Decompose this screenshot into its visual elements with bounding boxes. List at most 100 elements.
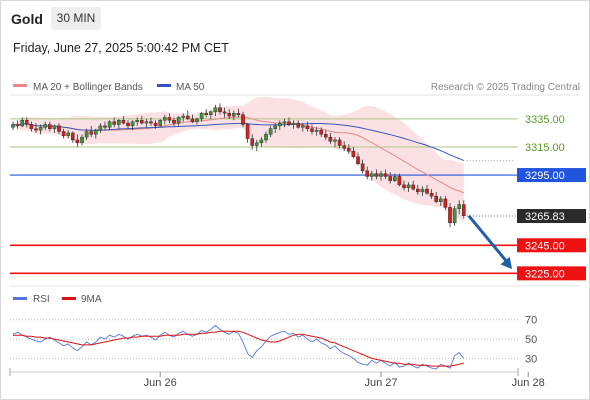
candle-body <box>416 188 420 193</box>
candle-body <box>112 121 116 125</box>
rsi-legend: RSI 9MA <box>13 294 102 305</box>
x-tick-label: Jun 26 <box>144 377 177 389</box>
candle-body <box>305 125 310 129</box>
pivot-label-box <box>517 168 586 183</box>
candle-body <box>139 120 144 124</box>
candle <box>416 184 420 195</box>
candle-body <box>282 121 287 124</box>
rsi-legend-label: RSI <box>33 294 50 305</box>
ma9-legend-label: 9MA <box>81 294 102 305</box>
candle-body <box>273 125 278 129</box>
candle <box>245 123 250 143</box>
candle-body <box>135 120 140 122</box>
last-price-label: 3265.83 <box>525 211 565 223</box>
candle <box>250 134 255 150</box>
candle-body <box>379 173 383 177</box>
candle-body <box>356 156 360 165</box>
candle-body <box>411 184 416 190</box>
candle <box>48 121 52 132</box>
candle-body <box>452 208 457 224</box>
candle <box>301 123 305 132</box>
candle <box>406 182 411 192</box>
candle-body <box>11 124 15 128</box>
rsi-swatch <box>13 297 27 300</box>
x-tick-label: Jun 28 <box>512 377 545 389</box>
candle <box>11 121 15 131</box>
candle <box>393 173 397 183</box>
candle <box>112 117 116 128</box>
candle <box>434 191 439 204</box>
candle <box>347 144 351 154</box>
candle-body <box>162 117 167 121</box>
candle <box>342 141 347 152</box>
candle <box>402 180 406 191</box>
candle <box>457 200 462 215</box>
candle <box>20 117 25 128</box>
candle <box>337 137 342 149</box>
candle-body <box>227 113 232 117</box>
candle <box>93 128 98 139</box>
candle-body <box>29 124 34 129</box>
credit-label: Research © 2025 Trading Central <box>431 82 580 93</box>
candle-body <box>310 128 314 132</box>
candle <box>310 124 314 135</box>
candle-body <box>406 184 411 188</box>
candle-body <box>144 121 149 124</box>
candle <box>388 172 393 184</box>
candle <box>443 196 448 211</box>
candle <box>208 110 213 119</box>
candle-body <box>75 139 80 143</box>
candle <box>324 130 328 140</box>
candle <box>296 120 301 129</box>
candle-body <box>98 125 103 131</box>
ma9-swatch <box>62 297 76 300</box>
candle-body <box>222 111 227 114</box>
candle-body <box>250 138 255 146</box>
forecast-arrow-head <box>500 256 512 270</box>
candle <box>231 110 236 121</box>
candle <box>34 123 38 133</box>
candle <box>158 118 163 128</box>
candle-body <box>278 122 282 127</box>
candle <box>162 114 167 125</box>
ma20-legend-label: MA 20 + Bollinger Bands <box>33 82 143 93</box>
candle-body <box>218 107 222 113</box>
candle-body <box>190 118 195 122</box>
candle-body <box>199 113 204 120</box>
candle-body <box>195 118 199 122</box>
candle-body <box>319 129 324 135</box>
candle-body <box>103 125 107 128</box>
timeframe-button[interactable]: 30 MIN <box>51 7 101 30</box>
candle-body <box>314 129 319 132</box>
candle <box>195 117 199 125</box>
candle <box>107 120 112 131</box>
candle-body <box>93 129 98 135</box>
candle <box>383 169 388 180</box>
candle <box>268 125 273 138</box>
candle-body <box>185 115 190 120</box>
candle-body <box>66 132 70 136</box>
price-legend: MA 20 + Bollinger Bands MA 50 Research ©… <box>13 82 580 93</box>
candle <box>116 118 121 129</box>
timestamp: Friday, June 27, 2025 5:00:42 PM CET <box>13 41 229 55</box>
candle-body <box>48 124 52 129</box>
candle-body <box>116 120 121 125</box>
candle <box>126 120 130 129</box>
candle <box>57 123 61 135</box>
bollinger-band-fill <box>13 96 464 223</box>
candle <box>425 184 429 195</box>
candle-body <box>383 173 388 177</box>
candle <box>15 120 20 129</box>
candle <box>370 170 374 181</box>
candle-body <box>259 139 264 143</box>
candle-body <box>388 176 393 181</box>
candle-body <box>107 121 112 128</box>
candle-body <box>126 122 130 127</box>
candle-body <box>158 120 163 127</box>
candlesticks <box>11 103 466 228</box>
candle <box>259 137 264 147</box>
candle <box>103 121 107 131</box>
rsi-panel: 70 50 30 <box>10 315 537 370</box>
candle <box>38 124 43 135</box>
candle-body <box>291 122 296 125</box>
